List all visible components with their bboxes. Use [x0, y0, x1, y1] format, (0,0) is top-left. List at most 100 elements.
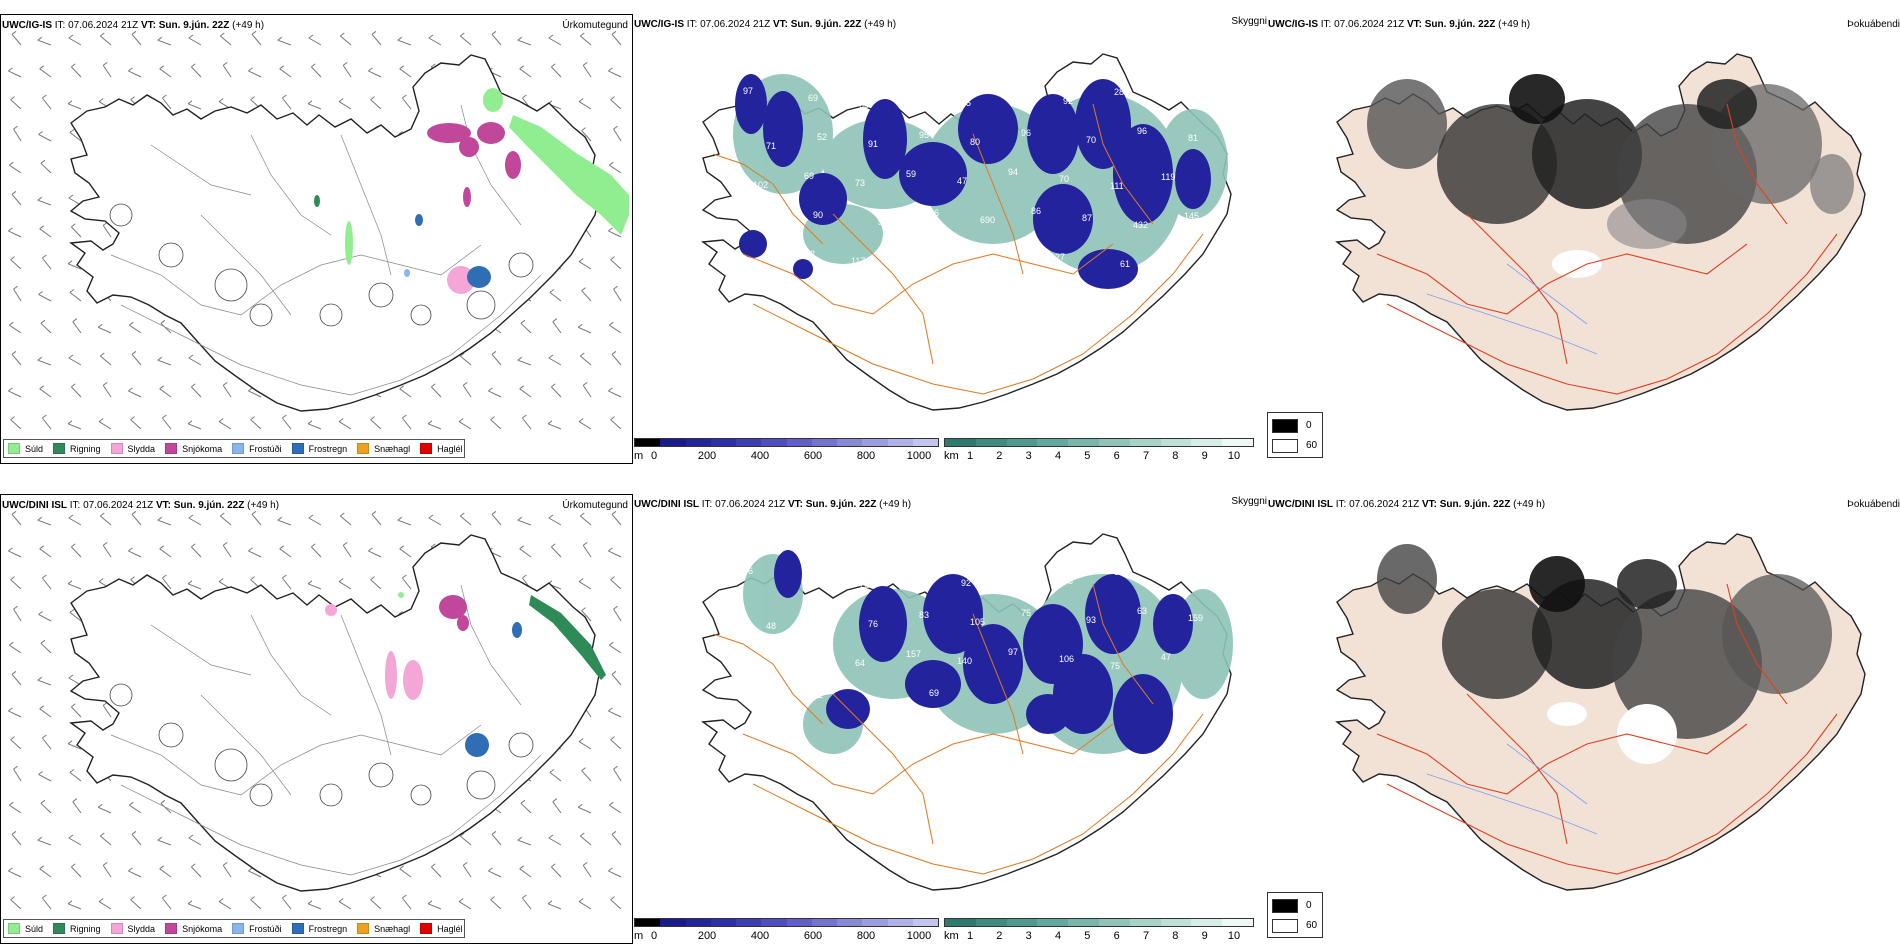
wind-barb: [39, 388, 52, 398]
wind-barb: [159, 868, 172, 878]
glacier-outline: [368, 762, 394, 788]
legend-swatch-freezing-rain: [291, 923, 304, 934]
wind-barb: [609, 644, 622, 654]
wind-barb-flag: [338, 898, 344, 903]
legend-swatch-sleet: [110, 443, 123, 454]
wind-barb: [577, 326, 592, 334]
cloud-base-value: 96: [1137, 126, 1147, 136]
cloud-base-labels: 97 69 63 81 75 97 92 28 77 71 52 91 95 80 96 70 96 81 102 6…: [743, 86, 1199, 271]
glacier-outline: [466, 770, 496, 800]
snow-area: [505, 151, 521, 179]
river-network: [1426, 263, 1598, 355]
wind-barb-flag: [282, 894, 287, 899]
wind-barb: [10, 739, 22, 750]
wind-barb-flag: [609, 641, 614, 646]
wind-barb: [459, 835, 472, 846]
legend-item: Súld: [8, 923, 43, 934]
cloud-base-value: 105: [970, 617, 985, 627]
wind-barb-flag: [430, 63, 436, 68]
wind-barb-flag: [550, 543, 556, 548]
wind-barb: [11, 833, 22, 846]
wind-barb: [42, 257, 52, 270]
wind-barb-flag: [131, 510, 137, 515]
glacier-outline: [214, 748, 248, 782]
colorbar-segment: [862, 919, 888, 926]
colorbar-segment: [912, 919, 938, 926]
wind-barb-flag: [582, 542, 588, 546]
wind-barb-flag: [577, 803, 583, 808]
wind-barb-flag: [522, 574, 527, 579]
road-network: [712, 583, 1204, 875]
cloud-base-areas: [735, 74, 1211, 289]
cloud-visibility-map-dini: UWC/DINI ISL IT: 07.06.2024 21Z VT: Sun.…: [633, 494, 1267, 944]
wind-barb: [67, 103, 82, 110]
iceland-coastline: [69, 54, 600, 412]
wind-barb-flag: [578, 738, 584, 743]
wind-barb-flag: [310, 63, 316, 68]
legend-item: Slydda: [110, 443, 155, 454]
wind-barb: [517, 839, 532, 846]
cloud-base-labels: 76 93 72 42 92 79 75 85 73 48 73 76 83 105 75 93 63 159 10…: [743, 566, 1203, 709]
wind-barb-flag: [157, 516, 163, 521]
wind-barb-flag: [579, 512, 585, 517]
cloud-base-value: 47: [1161, 652, 1171, 662]
wind-barb: [371, 513, 382, 526]
wind-barb-flag: [102, 381, 108, 386]
wind-barb-flag: [100, 352, 105, 357]
wind-barb-flag: [519, 545, 525, 550]
wind-barb-flag: [10, 576, 15, 580]
wind-barb: [547, 423, 562, 430]
wind-barb: [399, 68, 412, 78]
wind-barb-flag: [577, 323, 583, 328]
wind-barb: [582, 865, 592, 878]
wind-barb: [67, 423, 82, 430]
wind-barb: [248, 70, 262, 78]
wind-barb: [102, 865, 112, 878]
colorbar-tick-label: 8: [1172, 930, 1179, 942]
colorbar-segment: [1098, 439, 1130, 446]
wind-barb-flag: [613, 605, 618, 610]
precip-map-canvas: [8, 510, 622, 910]
wind-barb-flag: [129, 321, 134, 326]
colorbar-segment: [1006, 919, 1038, 926]
snow-area: [459, 137, 479, 157]
wind-barb-flag: [13, 125, 18, 130]
wind-barb-flag: [72, 798, 78, 803]
wind-barb: [128, 870, 142, 878]
wind-barb-flag: [222, 542, 228, 546]
colorbar-segment: [761, 919, 787, 926]
wind-barb: [102, 225, 112, 238]
wind-barb-flag: [581, 287, 586, 292]
cloud-base-value: 77: [1165, 94, 1175, 104]
wind-barb: [339, 35, 352, 46]
fog-scale-white-swatch: [1272, 919, 1298, 933]
wind-barb-flag: [578, 418, 584, 423]
wind-barb-flag: [37, 836, 43, 841]
colorbar-tick-label: 10: [1227, 450, 1241, 462]
colorbar-segment: [1222, 919, 1253, 926]
cloud-visibility-map-igis: UWC/IG-IS IT: 07.06.2024 21Z VT: Sun. 9.…: [633, 14, 1267, 464]
wind-barb-flag: [8, 707, 13, 712]
cloud-base-value: 70: [1059, 174, 1069, 184]
wind-barb: [37, 359, 52, 366]
wind-barb: [399, 548, 412, 558]
wind-barb: [577, 806, 592, 814]
wind-barb: [578, 261, 592, 270]
cloud-base-value: 85: [1114, 567, 1124, 577]
wind-barb: [371, 33, 382, 46]
colorbar-segment: [786, 919, 812, 926]
cloud-base-areas: [774, 550, 1193, 754]
wind-barb: [190, 66, 202, 78]
wind-barb: [39, 548, 52, 558]
wind-barb: [427, 423, 442, 430]
wind-barb: [69, 132, 82, 142]
wind-barb: [222, 865, 232, 878]
wind-barb-flag: [520, 799, 526, 804]
wind-barb: [248, 870, 262, 878]
wind-barb-flag: [13, 765, 18, 770]
wind-barb-flag: [250, 96, 255, 100]
wind-barb: [610, 99, 622, 110]
wind-barb-flag: [67, 900, 73, 905]
wind-barb-flag: [8, 227, 13, 232]
wind-barb-flag: [548, 34, 554, 39]
